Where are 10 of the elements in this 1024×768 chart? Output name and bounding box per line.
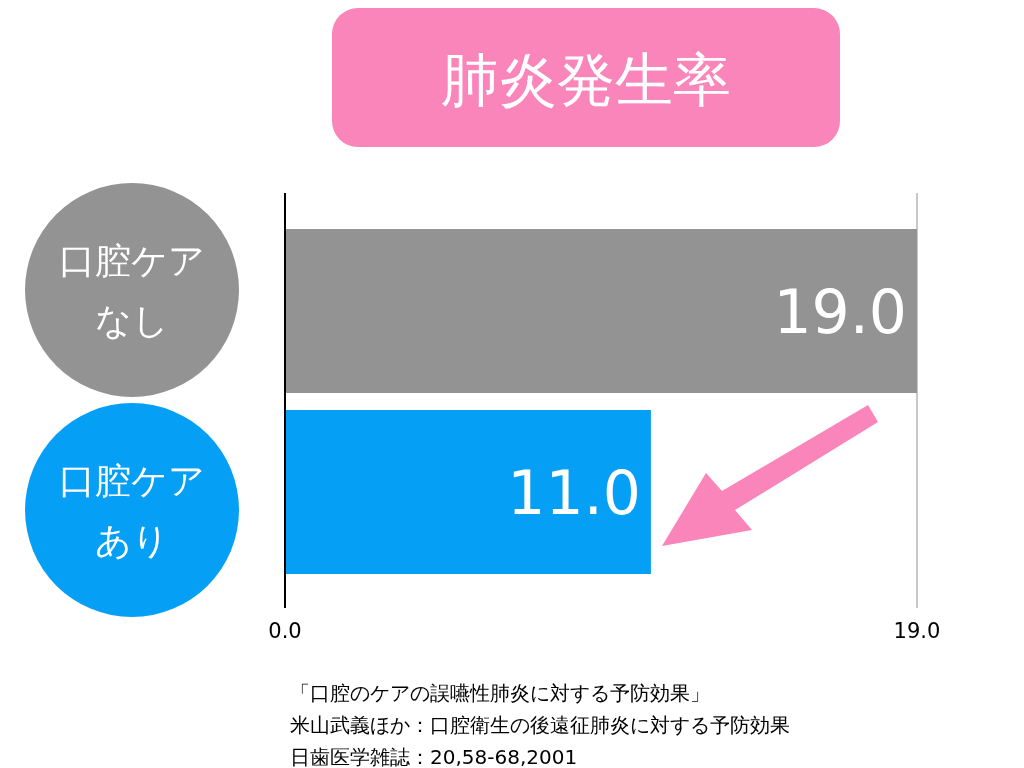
text: 米山武義ほか：口腔衛生の後遠征肺炎に対する予防効果 (290, 713, 790, 737)
chart-title: 肺炎発生率 (441, 46, 731, 114)
y-tick-label: 口腔ケアあり (59, 460, 205, 561)
data-label: 19.0 (773, 277, 907, 347)
data-label: 11.0 (507, 458, 641, 528)
text: 日歯医学雑誌：20,58-68,2001 (290, 745, 578, 768)
text: 「口腔のケアの誤嚥性肺炎に対する予防効果」 (290, 681, 710, 705)
x-tick-label: 0.0 (268, 619, 302, 643)
y-tick-label: 口腔ケアなし (59, 240, 205, 341)
title: 肺炎発生率 (332, 8, 840, 147)
